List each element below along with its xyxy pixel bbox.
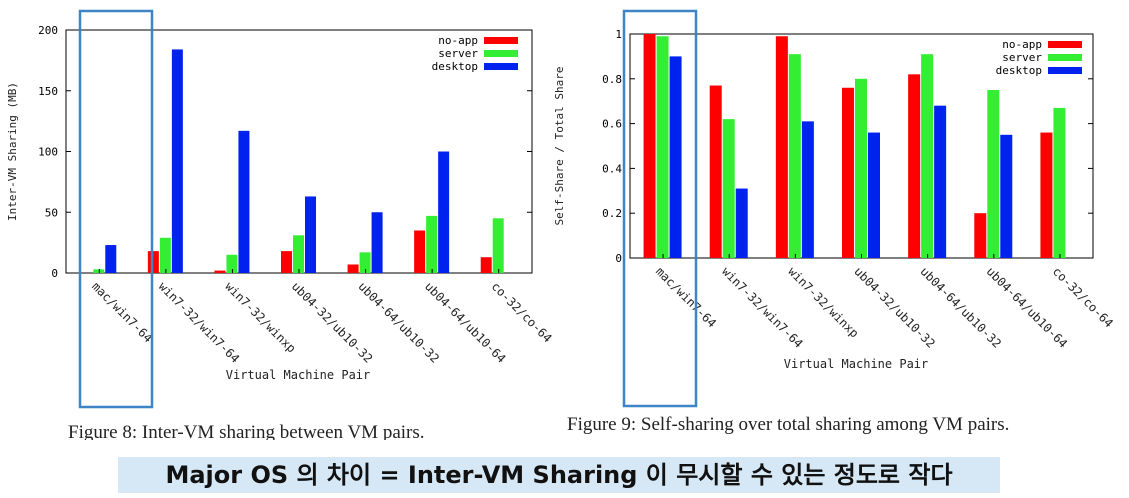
bar-no-app [643, 34, 656, 258]
bar-server [492, 218, 504, 273]
bar-desktop [371, 212, 383, 273]
x-tick-label: win7-32/winxp [222, 279, 298, 355]
figure-8-chart: 0 50 100 150 200 mac/win7-64 win7-32/win7-64 wi… [0, 0, 560, 443]
highlight-box [78, 9, 154, 409]
bar-no-app [842, 87, 854, 258]
y-tick-label: 0.6 [602, 118, 622, 131]
y-axis-label: Inter-VM Sharing (MB) [6, 82, 19, 221]
bar-server [722, 119, 735, 259]
bar-desktop [171, 49, 183, 273]
bar-server [426, 215, 438, 273]
y-tick-label: 0.8 [602, 73, 622, 86]
legend-label: desktop [996, 64, 1042, 77]
bar-desktop [1000, 134, 1013, 258]
bar-no-app [709, 85, 722, 259]
y-tick-label: 100 [38, 146, 58, 159]
legend-label: no-app [1002, 38, 1042, 51]
bar-server [1053, 107, 1066, 258]
bar-no-app [775, 36, 788, 258]
legend-swatch [484, 37, 518, 44]
x-tick-label: mac/win7-64 [653, 264, 719, 330]
legend-label: server [1002, 51, 1042, 64]
bar-no-app [347, 264, 359, 273]
figure-9-chart: 0 0.2 0.4 0.6 0.8 1 mac/win7-64 win7-32/win7-64… [548, 0, 1129, 440]
bar-desktop [735, 188, 748, 258]
bar-server [159, 237, 171, 273]
bar-server [987, 90, 1000, 258]
legend-label: desktop [432, 60, 478, 73]
figure-caption: Figure 8: Inter-VM sharing between VM pa… [68, 422, 425, 440]
figure-caption: Figure 9: Self-sharing over total sharin… [567, 414, 1009, 435]
conclusion-banner: Major OS 의 차이 = Inter-VM Sharing 이 무시할 수… [118, 457, 1000, 493]
bar-desktop [305, 196, 316, 273]
y-tick-label: 0 [51, 267, 58, 280]
bar-no-app [974, 213, 987, 258]
legend-swatch [484, 63, 518, 70]
y-tick-label: 1 [615, 28, 622, 41]
x-tick-label: mac/win7-64 [89, 279, 155, 345]
x-tick-label: win7-32/winxp [785, 264, 861, 340]
legend-label: server [438, 47, 478, 60]
bar-no-app [480, 257, 492, 273]
bar-no-app [214, 270, 226, 273]
x-tick-label: co-32/co-64 [489, 279, 555, 345]
legend-swatch [1048, 41, 1082, 48]
y-axis-label: Self-Share / Total Share [553, 67, 566, 226]
bar-server [226, 254, 238, 273]
bar-desktop [669, 56, 682, 259]
bar-no-app [908, 74, 921, 258]
bar-server [656, 36, 669, 258]
y-tick-label: 0 [615, 252, 622, 265]
bar-server [359, 252, 371, 273]
x-axis-label: Virtual Machine Pair [784, 357, 929, 371]
highlight-box [622, 9, 698, 408]
y-tick-label: 0.2 [602, 207, 622, 220]
legend-swatch [1048, 67, 1082, 74]
bar-no-app [414, 230, 426, 273]
bar-no-app [147, 251, 159, 273]
y-tick-label: 200 [38, 24, 58, 37]
x-axis-label: Virtual Machine Pair [226, 368, 371, 382]
bar-server [855, 78, 867, 258]
bar-no-app [281, 251, 292, 273]
bar-desktop [238, 130, 250, 273]
legend-swatch [484, 50, 518, 57]
y-tick-label: 0.4 [602, 162, 622, 175]
bar-server [788, 54, 801, 258]
bar-desktop [801, 121, 814, 258]
y-tick-label: 150 [38, 85, 58, 98]
legend-swatch [1048, 54, 1082, 61]
bar-server [921, 54, 934, 258]
bar-desktop [105, 245, 117, 273]
legend-label: no-app [438, 34, 478, 47]
x-tick-label: co-32/co-64 [1050, 264, 1116, 330]
bar-desktop [934, 105, 947, 259]
y-tick-label: 50 [45, 206, 58, 219]
bar-desktop [868, 132, 880, 258]
bar-server [293, 235, 304, 273]
bar-no-app [1040, 132, 1053, 258]
bar-desktop [438, 151, 450, 273]
